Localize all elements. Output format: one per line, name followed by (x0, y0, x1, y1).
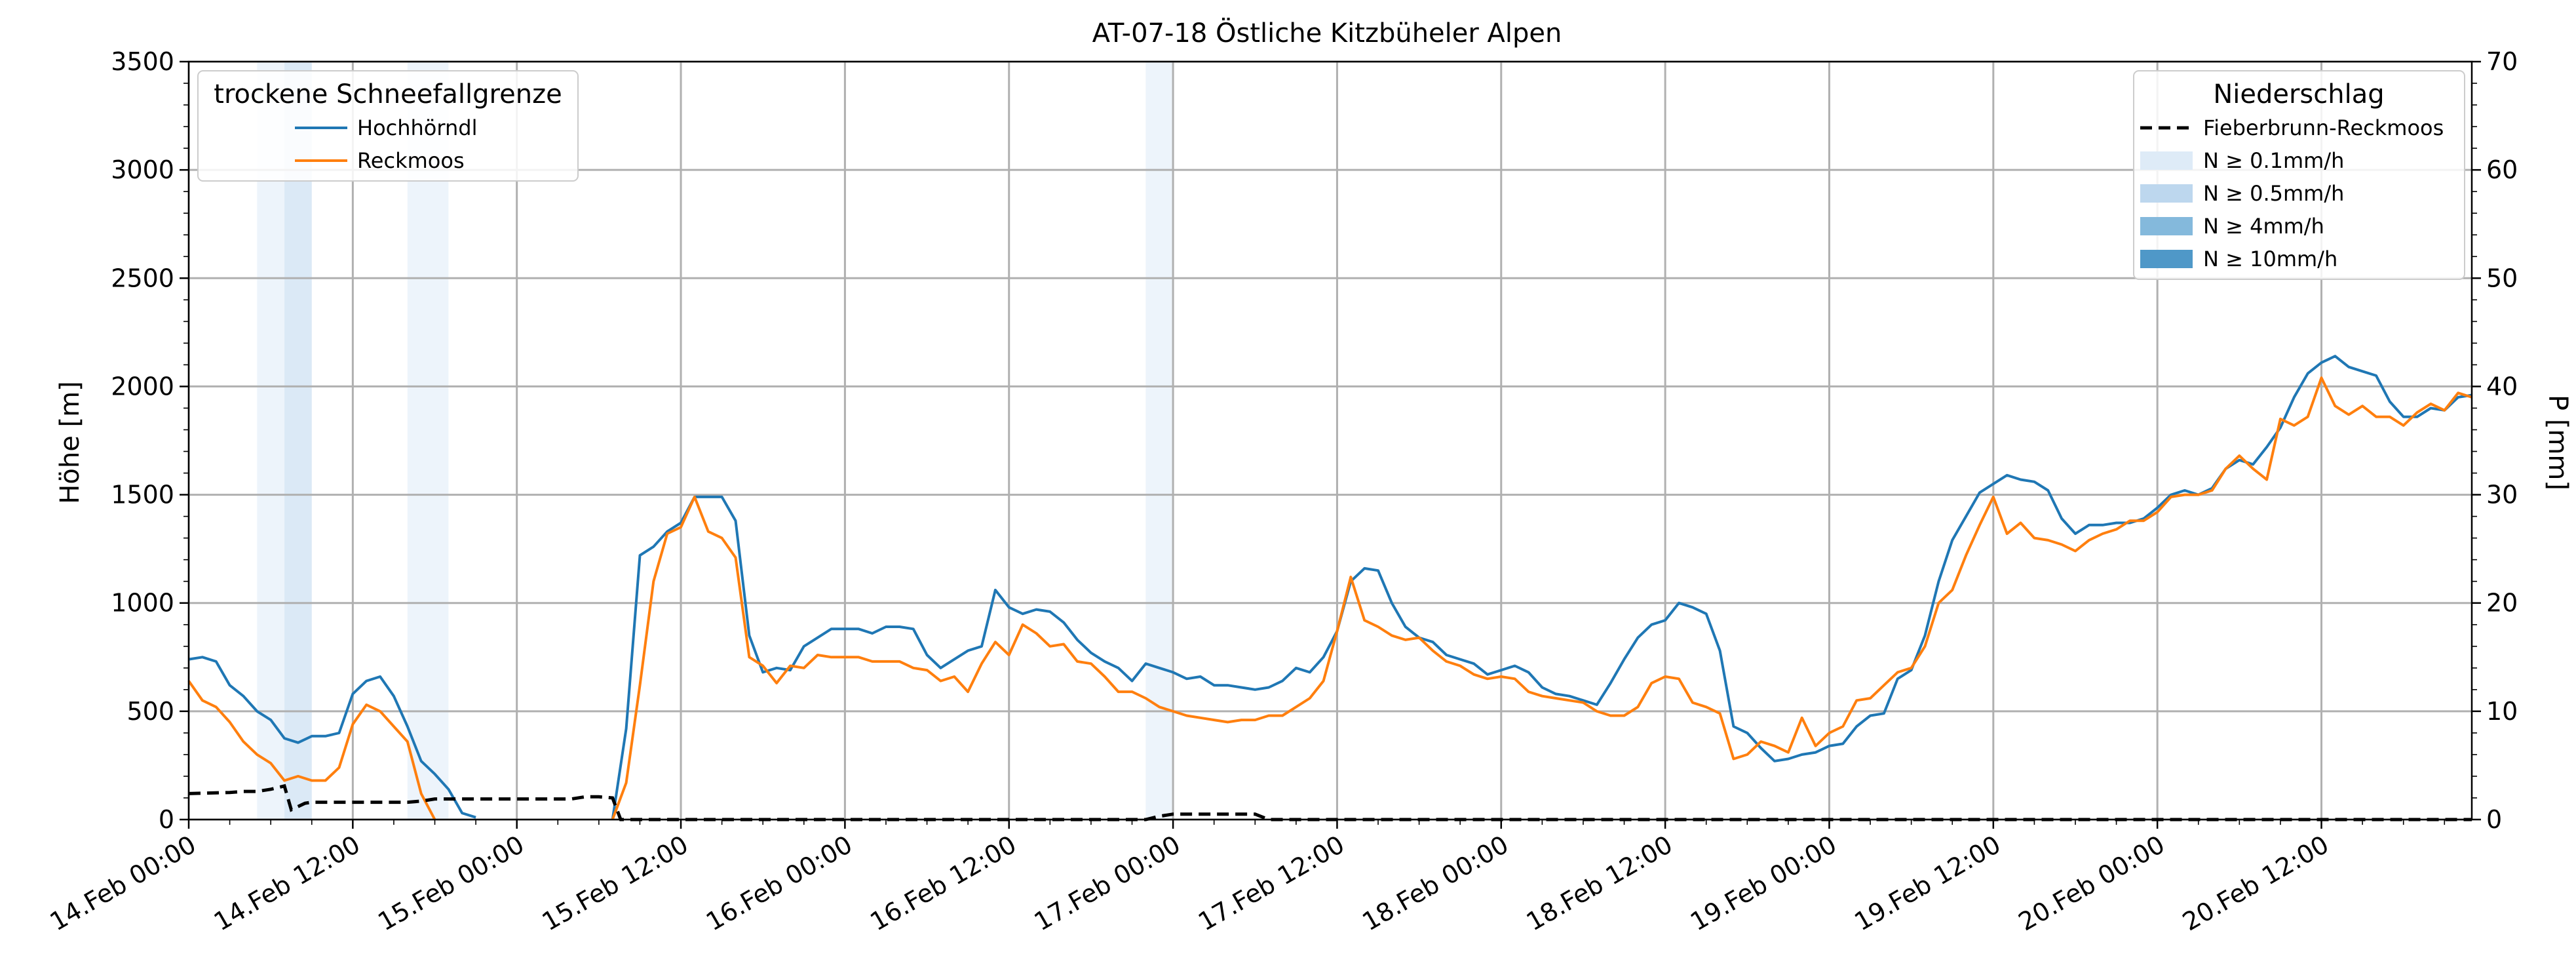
precip-band-2 (407, 62, 449, 820)
precip-band-0 (257, 62, 285, 820)
legend-right-label-3: N ≥ 4mm/h (2203, 214, 2324, 239)
plot-series (187, 355, 2472, 822)
legend-right-label-2: N ≥ 0.5mm/h (2203, 181, 2344, 206)
y2-tick-label-2: 20 (2486, 589, 2518, 618)
legend-right-label-1: N ≥ 0.1mm/h (2203, 148, 2344, 173)
legend-right-swatch-1 (2140, 151, 2193, 170)
x-tick-label-11: 19.Feb 12:00 (1849, 830, 2005, 937)
y-axis-label: Höhe [m] (55, 381, 85, 504)
y-tick-label-5: 2500 (111, 264, 174, 292)
series-line-hochhörndl-0 (188, 656, 476, 819)
legend-right-label-0: Fieberbrunn-Reckmoos (2203, 115, 2444, 140)
precip-line-fieberbrunn-reckmoos (188, 783, 2472, 822)
y-tick-label-1: 500 (126, 697, 174, 726)
y-tick-label-2: 1000 (111, 589, 174, 618)
y-tick-label-4: 2000 (111, 372, 174, 401)
x-tick-label-12: 20.Feb 00:00 (2014, 830, 2170, 937)
y2-axis-label: P [mm] (2543, 395, 2573, 490)
legend-left-label-1: Reckmoos (357, 148, 465, 173)
y-tick-label-7: 3500 (111, 47, 174, 76)
legend-right-title: Niederschlag (2213, 79, 2384, 109)
precipitation-bands (257, 62, 1174, 820)
x-tick-label-10: 19.Feb 00:00 (1685, 830, 1841, 937)
y2-tick-label-6: 60 (2486, 155, 2518, 184)
legend-left-label-0: Hochhörndl (357, 115, 477, 140)
y-tick-label-6: 3000 (111, 155, 174, 184)
series-line-hochhörndl-1 (611, 355, 2472, 820)
legend-right-swatch-4 (2140, 250, 2193, 268)
legend-snowline: trockene Schneefallgrenze Hochhörndl Reckm… (197, 70, 579, 182)
y-tick-label-3: 1500 (111, 481, 174, 509)
x-tick-label-2: 15.Feb 00:00 (373, 830, 529, 937)
y2-tick-label-1: 10 (2486, 697, 2518, 726)
series-line-reckmoos-1 (611, 376, 2472, 820)
precip-band-3 (1145, 62, 1174, 820)
legend-left-frame (197, 70, 579, 182)
y2-tick-label-5: 50 (2486, 264, 2518, 292)
x-tick-label-8: 18.Feb 00:00 (1357, 830, 1513, 937)
x-tick-label-0: 14.Feb 00:00 (45, 830, 201, 937)
y-tick-label-0: 0 (159, 805, 174, 834)
legend-left-title: trockene Schneefallgrenze (214, 79, 562, 109)
x-tick-label-9: 18.Feb 12:00 (1522, 830, 1678, 937)
legend-right-swatch-3 (2140, 217, 2193, 235)
x-tick-label-6: 17.Feb 00:00 (1029, 830, 1185, 937)
x-tick-label-1: 14.Feb 12:00 (209, 830, 365, 937)
series-line-reckmoos-0 (187, 680, 436, 820)
y2-tick-label-7: 70 (2486, 47, 2518, 76)
chart-title: AT-07-18 Östliche Kitzbüheler Alpen (1092, 17, 1562, 49)
x-tick-label-3: 15.Feb 12:00 (537, 830, 693, 937)
legend-precipitation: Niederschlag Fieberbrunn-Reckmoos N ≥ 0.1m… (2133, 70, 2465, 280)
x-tick-label-13: 20.Feb 12:00 (2178, 830, 2334, 937)
y2-tick-label-3: 30 (2486, 481, 2518, 509)
y2-tick-label-0: 0 (2486, 805, 2502, 834)
plot-frame (187, 60, 2473, 821)
x-tick-label-7: 17.Feb 12:00 (1193, 830, 1349, 937)
x-tick-label-4: 16.Feb 00:00 (701, 830, 857, 937)
y2-tick-label-4: 40 (2486, 372, 2518, 401)
legend-right-frame (2133, 70, 2465, 280)
legend-right-swatch-2 (2140, 184, 2193, 203)
precip-band-1 (284, 62, 312, 820)
legend-right-label-4: N ≥ 10mm/h (2203, 247, 2337, 271)
x-tick-label-5: 16.Feb 12:00 (865, 830, 1021, 937)
